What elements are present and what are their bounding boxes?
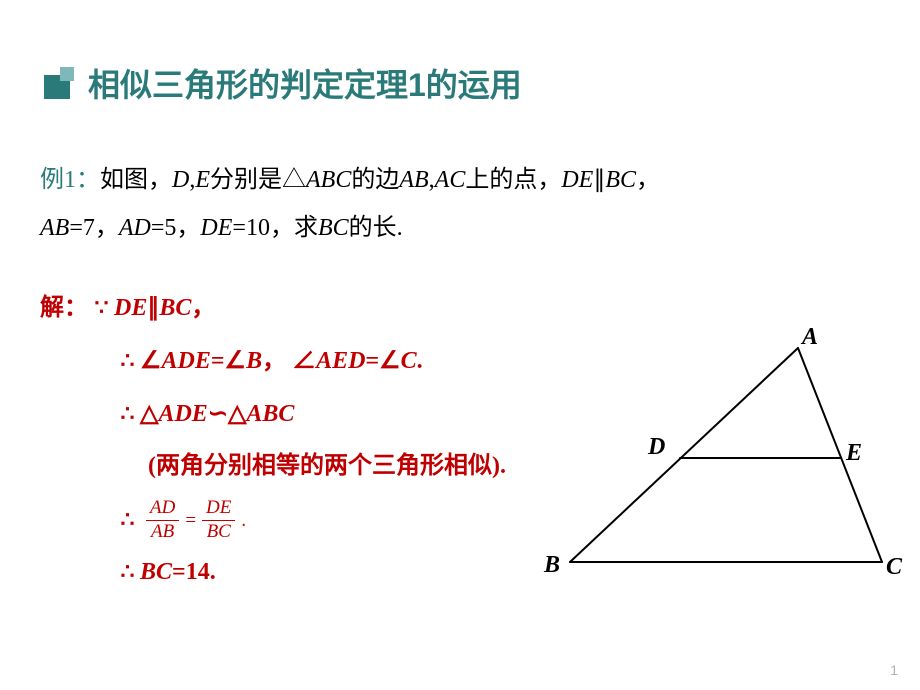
vertex-label-c: C — [886, 554, 902, 581]
title-icon — [40, 65, 76, 101]
therefore-icon: ∴ — [114, 350, 140, 372]
title-row: 相似三角形的判定定理1的运用 — [40, 60, 880, 106]
therefore-icon: ∴ — [114, 403, 140, 425]
triangle-figure: A B C D E — [550, 330, 890, 600]
therefore-icon: ∴ — [114, 561, 140, 583]
example-label: 例1： — [40, 167, 100, 193]
solution-label: 解： — [40, 282, 88, 335]
soln-line-1: 解： ∵ DE∥BC， — [40, 282, 880, 335]
triangle-svg — [550, 330, 890, 600]
problem-line-1: 例1：如图，D,E分别是△ABC的边AB,AC上的点，DE∥BC， — [40, 156, 880, 204]
vertex-label-e: E — [846, 440, 862, 467]
because-icon: ∵ — [88, 297, 114, 319]
vertex-label-d: D — [648, 434, 665, 461]
fraction-2: DE BC — [202, 497, 235, 544]
problem-line-2: AB=7，AD=5，DE=10，求BC的长. — [40, 204, 880, 252]
vertex-label-a: A — [802, 324, 818, 351]
slide-title: 相似三角形的判定定理1的运用 — [88, 60, 522, 106]
therefore-icon: ∴ — [114, 509, 140, 531]
fraction-1: AD AB — [146, 497, 179, 544]
problem-text: 例1：如图，D,E分别是△ABC的边AB,AC上的点，DE∥BC， AB=7，A… — [40, 156, 880, 252]
page-number: 1 — [890, 662, 898, 678]
vertex-label-b: B — [544, 552, 560, 579]
